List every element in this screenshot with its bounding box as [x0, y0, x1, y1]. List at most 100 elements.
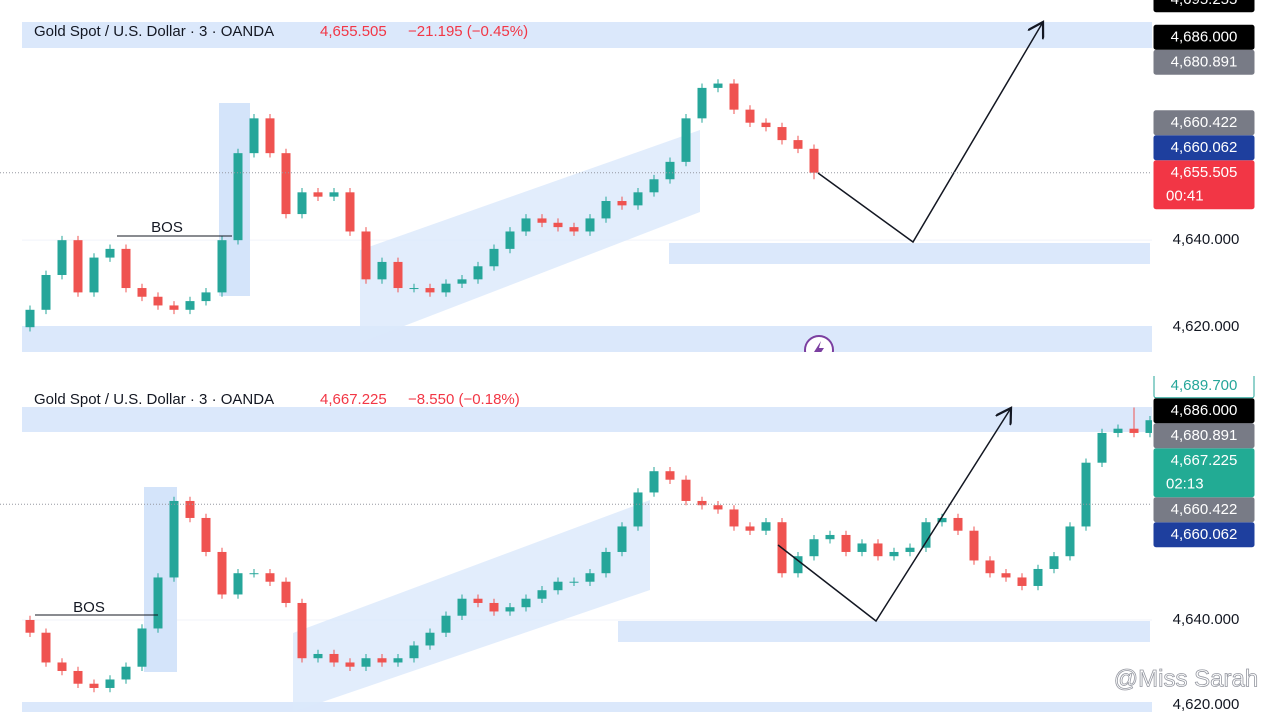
candle-body [41, 632, 51, 663]
candle-body [25, 619, 35, 633]
price-tag-label: 4,680.891 [1171, 427, 1238, 444]
candle-body [89, 257, 99, 293]
price-tag [1153, 376, 1255, 399]
candle-body [889, 551, 899, 557]
candle-body [297, 602, 307, 659]
candle-body [57, 662, 67, 671]
candle-body [425, 288, 435, 293]
candle-body [185, 500, 195, 518]
candle-body [265, 573, 275, 582]
candle-body [873, 543, 883, 557]
candle-body [505, 607, 515, 612]
price-tag-label: 4,660.422 [1171, 501, 1238, 518]
candle-body [537, 590, 547, 599]
watermark: @Miss Sarah [1114, 665, 1258, 692]
candle-body [377, 658, 387, 663]
price-change: −8.550 (−0.18%) [408, 391, 520, 408]
countdown: 02:13 [1166, 476, 1204, 493]
candle-body [633, 192, 643, 206]
price-tag [1153, 448, 1255, 498]
candle-body [521, 218, 531, 232]
price-tag [1153, 160, 1255, 210]
y-tick-label: 4,640.000 [1173, 231, 1240, 248]
candle-body [185, 301, 195, 310]
candle-body [1113, 428, 1123, 433]
candle-body [345, 662, 355, 667]
candle-body [457, 598, 467, 616]
candle-body [713, 83, 723, 88]
y-tick-label: 4,640.000 [1173, 611, 1240, 628]
price-tag-label: 4,655.505 [1171, 164, 1238, 181]
price-tag-label: 4,695.255 [1171, 0, 1238, 8]
candle-body [761, 522, 771, 531]
candle-body [201, 292, 211, 302]
symbol-title: Gold Spot / U.S. Dollar · 3 · OANDA [34, 23, 274, 40]
price-tag [1153, 423, 1255, 449]
candle-body [985, 560, 995, 574]
candle-body [489, 602, 499, 612]
candle-body [681, 479, 691, 501]
candle-body [89, 683, 99, 688]
candle-body [313, 192, 323, 197]
candle-body [441, 615, 451, 633]
price-tag [1153, 0, 1255, 13]
price-tag [1153, 398, 1255, 424]
price-tag [1153, 49, 1255, 75]
candle-body [1145, 420, 1155, 433]
candle-body [969, 530, 979, 561]
candle-body [761, 122, 771, 128]
y-tick-label: 4,620.000 [1173, 696, 1240, 713]
price-tag-label: 4,686.000 [1171, 402, 1238, 419]
candle-body [457, 279, 467, 284]
candle-body [57, 240, 67, 275]
candle-body [377, 261, 387, 280]
last-price: 4,655.505 [320, 23, 387, 40]
candle-body [617, 526, 627, 552]
candle-body [361, 231, 371, 280]
price-tag-label: 4,680.891 [1171, 54, 1238, 71]
candle-body [441, 283, 451, 293]
candle-body [137, 288, 147, 297]
zone [669, 243, 1150, 264]
candle-body [569, 581, 579, 583]
icon [814, 341, 824, 352]
candle-body [297, 192, 307, 215]
candle-body [1033, 568, 1043, 586]
zone [22, 407, 1152, 432]
projection-arrow [777, 408, 1011, 623]
zone [22, 702, 1152, 712]
zone [22, 326, 1152, 352]
candle-body [313, 653, 323, 659]
candle-body [521, 598, 531, 608]
zone [618, 621, 1150, 642]
candle-body [841, 534, 851, 552]
candle-body [73, 240, 83, 293]
price-tag-label: 4,660.422 [1171, 114, 1238, 131]
candle-body [121, 666, 131, 680]
candle-body [329, 192, 339, 197]
candle-body [777, 127, 787, 141]
candle-body [825, 534, 835, 540]
candle-body [409, 645, 419, 659]
zone [22, 22, 1152, 48]
candle-body [153, 577, 163, 629]
candle-body [233, 573, 243, 595]
candle-body [953, 517, 963, 531]
candle-body [505, 231, 515, 249]
candle-body [393, 658, 403, 663]
candle-body [425, 632, 435, 646]
candle-body [681, 118, 691, 162]
price-tag [1153, 135, 1255, 161]
countdown: 00:41 [1166, 188, 1204, 205]
candle-body [233, 153, 243, 241]
candle-body [265, 118, 275, 154]
candle-body [649, 471, 659, 493]
candle-body [745, 109, 755, 123]
candle-body [697, 500, 707, 506]
candle-body [729, 83, 739, 110]
candle-body [585, 218, 595, 232]
price-tag [1153, 110, 1255, 136]
candle-body [553, 222, 563, 228]
candle-body [249, 118, 259, 154]
